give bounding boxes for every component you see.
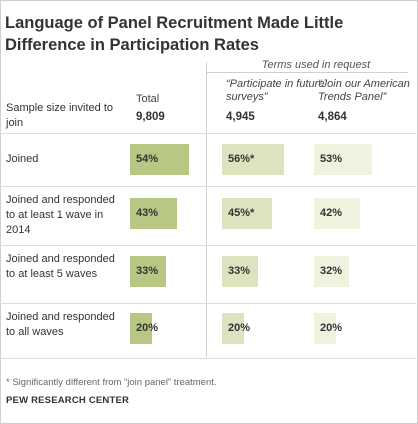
bar-label-total-4: 20% xyxy=(136,322,159,334)
bar-label-total-1: 54% xyxy=(136,153,159,165)
bar-join-1 xyxy=(314,144,372,175)
bar-join-3 xyxy=(314,256,349,287)
row-label-responded-all-waves: Joined and responded to all waves xyxy=(6,311,115,338)
group-header: Terms used in request xyxy=(261,59,371,71)
bar-participate-1 xyxy=(222,144,284,175)
row-label-responded-1-wave: Joined and responded to at least 1 wave … xyxy=(6,194,115,236)
row-divider xyxy=(0,186,416,187)
column-header-participate: “Participate in future surveys” xyxy=(226,78,325,103)
bar-label-participate-1: 56%* xyxy=(228,153,255,165)
column-header-total: Total xyxy=(136,93,160,105)
bar-total-3 xyxy=(130,256,166,287)
bar-participate-3 xyxy=(222,256,258,287)
row-divider xyxy=(0,303,416,304)
chart-title: Language of Panel Recruitment Made Littl… xyxy=(5,14,344,54)
bar-label-participate-4: 20% xyxy=(228,322,251,334)
bar-total-4 xyxy=(130,313,152,344)
sample-size-total: 9,809 xyxy=(136,111,165,123)
bar-label-join-2: 42% xyxy=(320,207,343,219)
column-divider xyxy=(206,62,207,357)
group-header-line xyxy=(206,72,408,73)
column-header-join: “Join our American Trends Panel” xyxy=(318,78,410,103)
bar-label-join-1: 53% xyxy=(320,153,343,165)
bar-label-join-3: 32% xyxy=(320,265,343,277)
footnote: * Significantly different from “join pan… xyxy=(6,377,217,388)
sample-size-label: Sample size invited to join xyxy=(6,102,113,129)
row-divider xyxy=(0,133,416,134)
bar-total-1 xyxy=(130,144,189,175)
bar-join-4 xyxy=(314,313,336,344)
row-label-responded-5-waves: Joined and responded to at least 5 waves xyxy=(6,253,115,280)
bar-label-total-3: 33% xyxy=(136,265,159,277)
source-label: PEW RESEARCH CENTER xyxy=(6,395,130,406)
bar-join-2 xyxy=(314,198,360,229)
row-label-joined: Joined xyxy=(6,153,39,165)
bar-label-total-2: 43% xyxy=(136,207,159,219)
sample-size-join: 4,864 xyxy=(318,111,347,123)
sample-size-participate: 4,945 xyxy=(226,111,255,123)
row-divider xyxy=(0,358,416,359)
bar-total-2 xyxy=(130,198,177,229)
bar-participate-2 xyxy=(222,198,272,229)
bar-participate-4 xyxy=(222,313,244,344)
row-divider xyxy=(0,245,416,246)
bar-label-participate-2: 45%* xyxy=(228,207,255,219)
bar-label-participate-3: 33% xyxy=(228,265,251,277)
bar-label-join-4: 20% xyxy=(320,322,343,334)
